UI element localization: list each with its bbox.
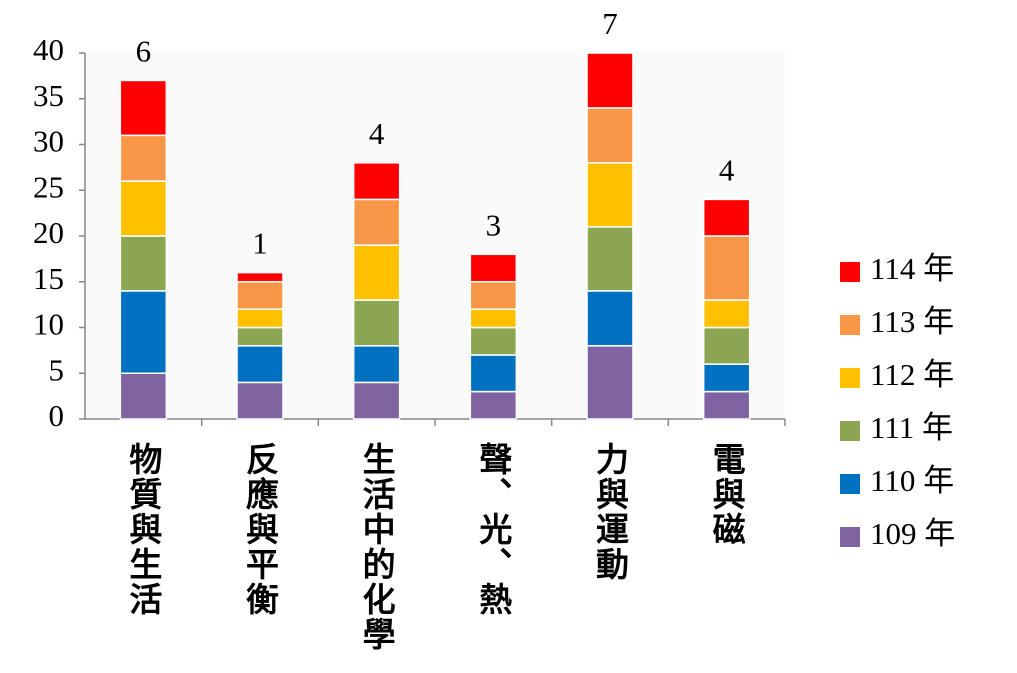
legend-label: 113 年	[870, 304, 954, 339]
bar-segment	[702, 363, 751, 393]
bar-segment	[119, 235, 168, 292]
x-tick-label: 物質與生活	[124, 442, 163, 617]
bar-segment	[119, 180, 168, 237]
bar-segment	[702, 198, 751, 237]
bar-segment	[586, 290, 634, 347]
bar-segment	[236, 308, 284, 329]
y-tick-label: 5	[49, 352, 65, 387]
top-label: 4	[719, 153, 735, 188]
bar-segment	[119, 290, 168, 374]
top-label: 4	[369, 116, 385, 151]
bar-segment	[702, 326, 751, 365]
bar-segment	[352, 381, 401, 420]
legend-label: 111 年	[870, 410, 953, 445]
y-tick-label: 0	[49, 398, 65, 433]
x-tick-label: 聲、光、熱	[474, 442, 513, 617]
legend-label: 110 年	[870, 463, 954, 498]
plot-area	[85, 50, 785, 419]
bar-segment	[702, 235, 751, 301]
bar-segment	[586, 162, 634, 228]
bar-segment	[586, 107, 634, 164]
bar-segment	[236, 345, 284, 384]
y-tick-label: 30	[33, 124, 64, 159]
top-label: 7	[602, 6, 618, 41]
legend-label: 112 年	[870, 357, 954, 392]
bar-segment	[469, 281, 518, 310]
top-label: 1	[252, 226, 268, 261]
bar-segment	[586, 345, 634, 420]
bar-segment	[119, 134, 168, 182]
bar-segment	[352, 162, 401, 201]
bar-segment	[236, 271, 284, 283]
y-tick-label: 40	[33, 32, 64, 67]
bar-segment	[352, 299, 401, 347]
bar-segment	[352, 198, 401, 246]
top-label: 3	[486, 207, 502, 242]
bar-segment	[236, 281, 284, 310]
y-tick-label: 20	[33, 215, 64, 250]
bar-segment	[352, 345, 401, 384]
legend-label: 114 年	[870, 251, 954, 286]
legend-swatch	[840, 421, 860, 441]
legend-swatch	[840, 262, 860, 282]
legend-label: 109 年	[870, 516, 955, 551]
bar-segment	[469, 308, 518, 329]
bar-segment	[119, 79, 168, 137]
bar-segment	[236, 326, 284, 347]
y-tick-label: 25	[33, 169, 64, 204]
bar-segment	[236, 381, 284, 420]
bar-segment	[586, 226, 634, 292]
x-tick-label: 力與運動	[591, 442, 630, 582]
x-tick-label: 電與磁	[707, 442, 746, 547]
bar-segment	[119, 372, 168, 420]
y-tick-label: 15	[33, 261, 64, 296]
bar-segment	[586, 52, 634, 109]
bar-segment	[469, 390, 518, 420]
legend-swatch	[840, 368, 860, 388]
legend-swatch	[840, 527, 860, 547]
x-tick-label: 生活中的化學	[357, 442, 396, 652]
bar-segment	[469, 253, 518, 283]
bar-segment	[702, 390, 751, 420]
top-label: 6	[136, 34, 152, 69]
y-tick-label: 35	[33, 78, 64, 113]
bar-segment	[702, 299, 751, 329]
bar-segment	[352, 244, 401, 301]
x-tick-label: 反應與平衡	[241, 442, 280, 617]
bar-segment	[469, 326, 518, 356]
legend-swatch	[840, 474, 860, 494]
legend-swatch	[840, 315, 860, 335]
y-tick-label: 10	[33, 307, 64, 342]
bar-segment	[469, 354, 518, 393]
